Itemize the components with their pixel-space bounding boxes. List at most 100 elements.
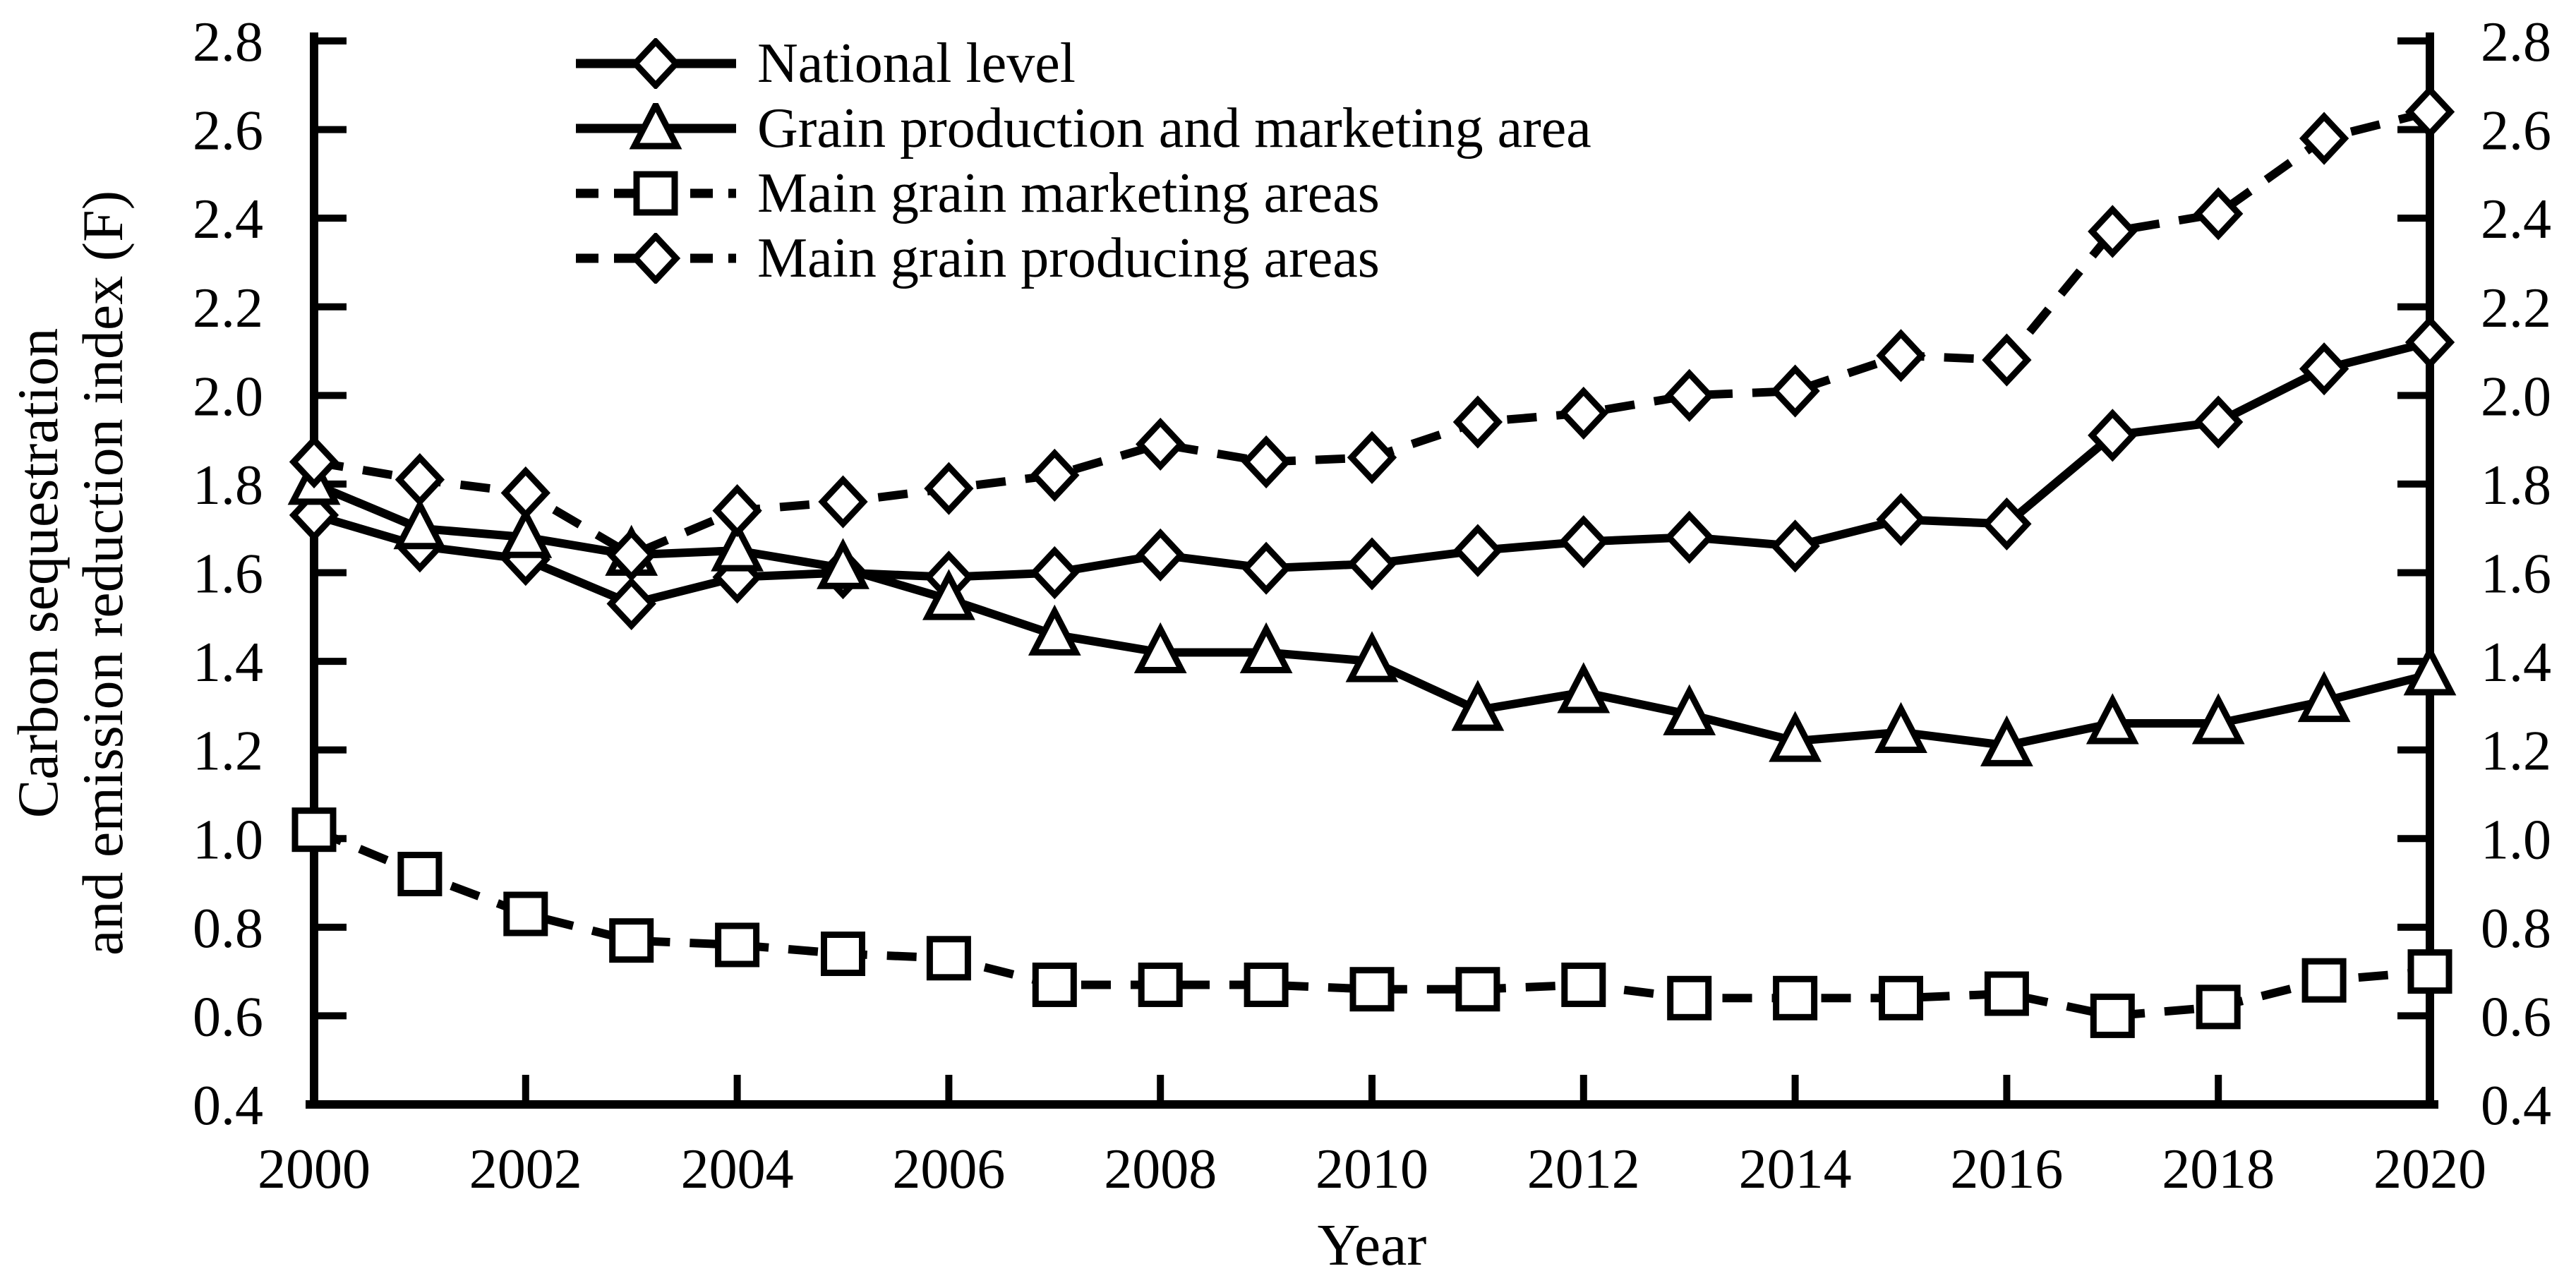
legend-label: National level (757, 32, 1076, 95)
square-marker-icon (1773, 975, 1818, 1020)
y-tick-label-right: 1.4 (2481, 632, 2551, 694)
legend-line-sample-diamond-dashed-icon (576, 233, 736, 284)
diamond-marker-icon (2088, 409, 2138, 462)
square-marker-icon (1455, 967, 1500, 1012)
diamond-marker-icon (1030, 546, 1080, 600)
legend-item-national-level: National level (573, 31, 1591, 96)
diamond-marker-icon (289, 435, 339, 489)
square-marker-icon (397, 851, 443, 896)
triangle-marker-icon (1133, 622, 1187, 674)
y-tick-label-right: 1.6 (2481, 543, 2551, 606)
triangle-marker-icon (1769, 711, 1822, 762)
diamond-marker-icon (395, 453, 445, 507)
diamond-marker-icon (2088, 205, 2138, 258)
square-marker-icon (609, 918, 654, 963)
y-tick-label-right: 0.6 (2481, 986, 2551, 1048)
y-tick-label-left: 2.4 (193, 188, 263, 251)
triangle-marker-icon (1451, 680, 1505, 731)
legend-item-main-grain-producing-areas: Main grain producing areas (573, 226, 1591, 291)
diamond-marker-icon (1136, 417, 1186, 471)
series-main-grain-marketing-areas (291, 807, 2452, 1038)
y-tick-label-right: 1.2 (2481, 721, 2551, 783)
legend-item-main-grain-marketing-areas: Main grain marketing areas (573, 161, 1591, 226)
legend-item-grain-production-and-marketing-area: Grain production and marketing area (573, 96, 1591, 161)
square-marker-icon (1667, 975, 1712, 1020)
square-marker-icon (1879, 975, 1923, 1020)
legend-label: Main grain producing areas (757, 227, 1380, 289)
diamond-marker-icon (924, 462, 974, 515)
triangle-marker-icon (2403, 644, 2457, 696)
x-axis-ticks-and-labels: 2000 2002 2004 2006 2008 2010 2012 2014 2016 2018… (258, 1075, 2486, 1200)
y-tick-label-left: 2.0 (193, 366, 263, 428)
diamond-marker-icon (712, 484, 762, 538)
x-tick-label: 2000 (258, 1138, 371, 1200)
square-marker-icon (2090, 993, 2135, 1038)
square-marker-icon (1349, 967, 1395, 1012)
y-tick-label-left: 1.0 (193, 809, 263, 871)
series-grain-production-and-marketing-area (287, 454, 2457, 766)
y-axis-ticks-and-labels: 0.4 0.4 0.6 0.6 0.8 0.8 1.0 1.0 1.2 1.2 1.4 1.4 1.6 1… (193, 11, 2551, 1137)
triangle-marker-icon (817, 538, 869, 589)
legend-label: Grain production and marketing area (757, 97, 1591, 159)
triangle-marker-icon (711, 520, 764, 572)
y-tick-label-left: 1.4 (193, 632, 263, 694)
diamond-marker-icon (2193, 395, 2244, 449)
diamond-marker-icon (500, 466, 550, 520)
y-tick-label-right: 2.8 (2481, 11, 2551, 73)
diamond-marker-icon (1136, 528, 1186, 582)
x-tick-label: 2006 (892, 1138, 1005, 1200)
triangle-marker-icon (2191, 693, 2245, 745)
diamond-marker-icon (1982, 497, 2032, 551)
triangle-marker-icon (1028, 604, 1081, 656)
square-marker-icon (291, 807, 337, 853)
triangle-marker-icon (629, 103, 682, 150)
x-tick-label: 2018 (2162, 1138, 2275, 1200)
square-marker-icon (1984, 971, 2029, 1016)
y-tick-label-right: 1.8 (2481, 454, 2551, 517)
triangle-marker-icon (922, 569, 975, 620)
square-marker-icon (2301, 958, 2347, 1003)
series-main-grain-producing-areas (289, 85, 2455, 582)
triangle-marker-icon (1874, 701, 1927, 754)
diamond-marker-icon (1770, 519, 1820, 573)
y-tick-label-left: 0.4 (193, 1075, 263, 1137)
square-marker-icon (1561, 962, 1606, 1007)
diamond-marker-icon (606, 577, 656, 631)
diamond-marker-icon (1876, 329, 1926, 383)
triangle-marker-icon (2297, 670, 2351, 723)
square-marker-icon (1138, 962, 1183, 1007)
y-tick-label-left: 1.8 (193, 454, 263, 517)
x-tick-label: 2002 (469, 1138, 582, 1200)
y-tick-label-left: 0.8 (193, 898, 263, 960)
square-marker-icon (1244, 962, 1289, 1007)
x-tick-label: 2010 (1316, 1138, 1428, 1200)
y-axis-title-line2: and emission reduction index (F) (71, 190, 135, 956)
triangle-marker-icon (1345, 631, 1399, 682)
triangle-marker-icon (499, 507, 553, 558)
x-tick-label: 2014 (1739, 1138, 1852, 1200)
y-tick-label-right: 2.0 (2481, 366, 2551, 428)
x-tick-label: 2020 (2373, 1138, 2486, 1200)
square-marker-icon (633, 171, 678, 216)
diamond-marker-icon (1241, 435, 1292, 489)
y-tick-label-right: 1.0 (2481, 809, 2551, 871)
diamond-marker-icon (1347, 537, 1397, 591)
y-tick-label-left: 0.6 (193, 986, 263, 1048)
diamond-marker-icon (2299, 342, 2349, 396)
y-tick-label-left: 2.8 (193, 11, 263, 73)
diamond-marker-icon (1770, 364, 1820, 418)
square-marker-icon (503, 891, 548, 936)
diamond-marker-icon (1558, 514, 1608, 569)
diamond-marker-icon (2405, 315, 2455, 369)
square-marker-icon (821, 932, 865, 977)
diamond-marker-icon (630, 38, 681, 89)
y-tick-label-left: 2.2 (193, 277, 263, 339)
x-tick-label: 2008 (1104, 1138, 1217, 1200)
y-tick-label-left: 1.6 (193, 543, 263, 606)
legend-line-sample-diamond-solid-icon (576, 38, 736, 89)
diamond-marker-icon (2405, 85, 2455, 139)
diamond-marker-icon (606, 528, 656, 582)
diamond-marker-icon (1558, 386, 1608, 440)
x-tick-label: 2016 (1950, 1138, 2063, 1200)
